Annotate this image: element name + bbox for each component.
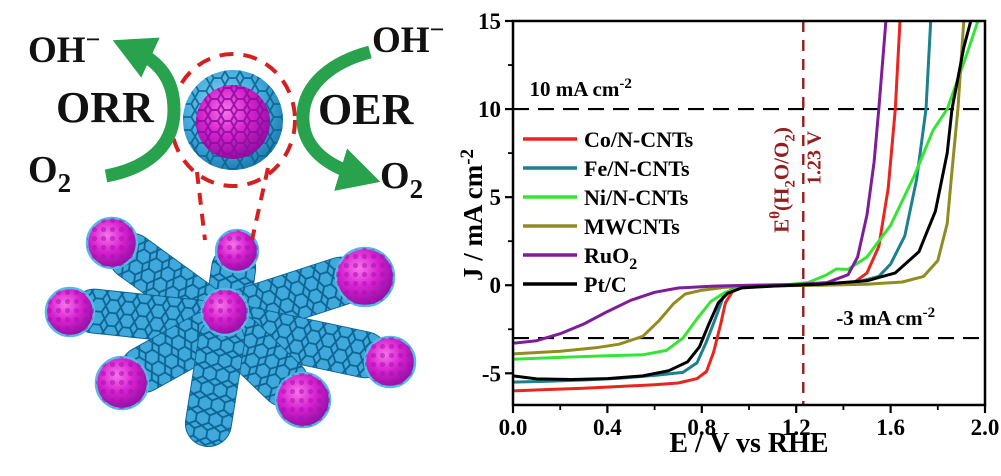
legend: Co/N-CNTs Fe/N-CNTs Ni/N-CNTs MWCNTs RuO2Pt/… xyxy=(523,127,694,297)
legend-label: Pt/C xyxy=(584,272,627,297)
annotation-1p23V: 1.23 V xyxy=(803,130,825,185)
y-tick-label: -5 xyxy=(482,361,501,386)
annotation-minus3mAcm2: -3 mA cm-2 xyxy=(836,305,935,330)
oer-label: OER xyxy=(318,85,415,134)
catalyst-schematic: OH− ORR O2 OH− OER O2 xyxy=(28,15,444,447)
curve-ptc xyxy=(513,21,973,381)
curve-ruo xyxy=(513,21,888,345)
legend-label: Co/N-CNTs xyxy=(584,127,694,152)
curve-concnts xyxy=(513,21,902,393)
x-tick-label: 0.4 xyxy=(593,415,622,440)
annotation-10mAcm2: 10 mA cm-2 xyxy=(530,76,632,101)
y-axis-label: J / mA cm-2 xyxy=(460,149,488,281)
x-axis-label: E / V vs RHE xyxy=(669,428,828,459)
x-tick-label: 1.6 xyxy=(876,415,905,440)
y-tick-label: 15 xyxy=(478,9,501,34)
y-tick-label: 10 xyxy=(478,97,501,122)
orr-label: ORR xyxy=(56,83,155,132)
series-group xyxy=(513,21,980,393)
x-tick-label: 0.8 xyxy=(687,415,716,440)
zoomed-particle xyxy=(169,52,297,188)
oh-left-label: OH− xyxy=(28,25,100,71)
orr-arrow xyxy=(104,37,181,183)
zoom-callout xyxy=(195,167,270,241)
x-tick-label: 1.2 xyxy=(782,415,811,440)
oer-arrow xyxy=(296,45,381,191)
o2-left-label: O2 xyxy=(28,149,71,198)
legend-label: MWCNTs xyxy=(584,214,680,239)
oh-right-label: OH− xyxy=(372,15,444,61)
legend-label: Fe/N-CNTs xyxy=(584,156,690,181)
legend-label: RuO2 xyxy=(584,243,637,273)
nanoparticles xyxy=(44,216,417,429)
legend-label: Ni/N-CNTs xyxy=(584,185,689,210)
lsv-chart: 10 mA cm-2 -3 mA cm-2 Eθ(H2O/O2)1.23 V 0.0 0… xyxy=(460,9,1000,459)
y-tick-label: 0 xyxy=(490,273,502,298)
annotation-equilibrium-label: Eθ(H2O/O2) xyxy=(767,127,798,233)
y-tick-label: 5 xyxy=(490,185,502,210)
x-tick-label: 0.0 xyxy=(499,415,528,440)
x-tick-label: 2.0 xyxy=(971,415,1000,440)
cnt-cluster xyxy=(44,216,417,447)
o2-right-label: O2 xyxy=(380,155,423,204)
